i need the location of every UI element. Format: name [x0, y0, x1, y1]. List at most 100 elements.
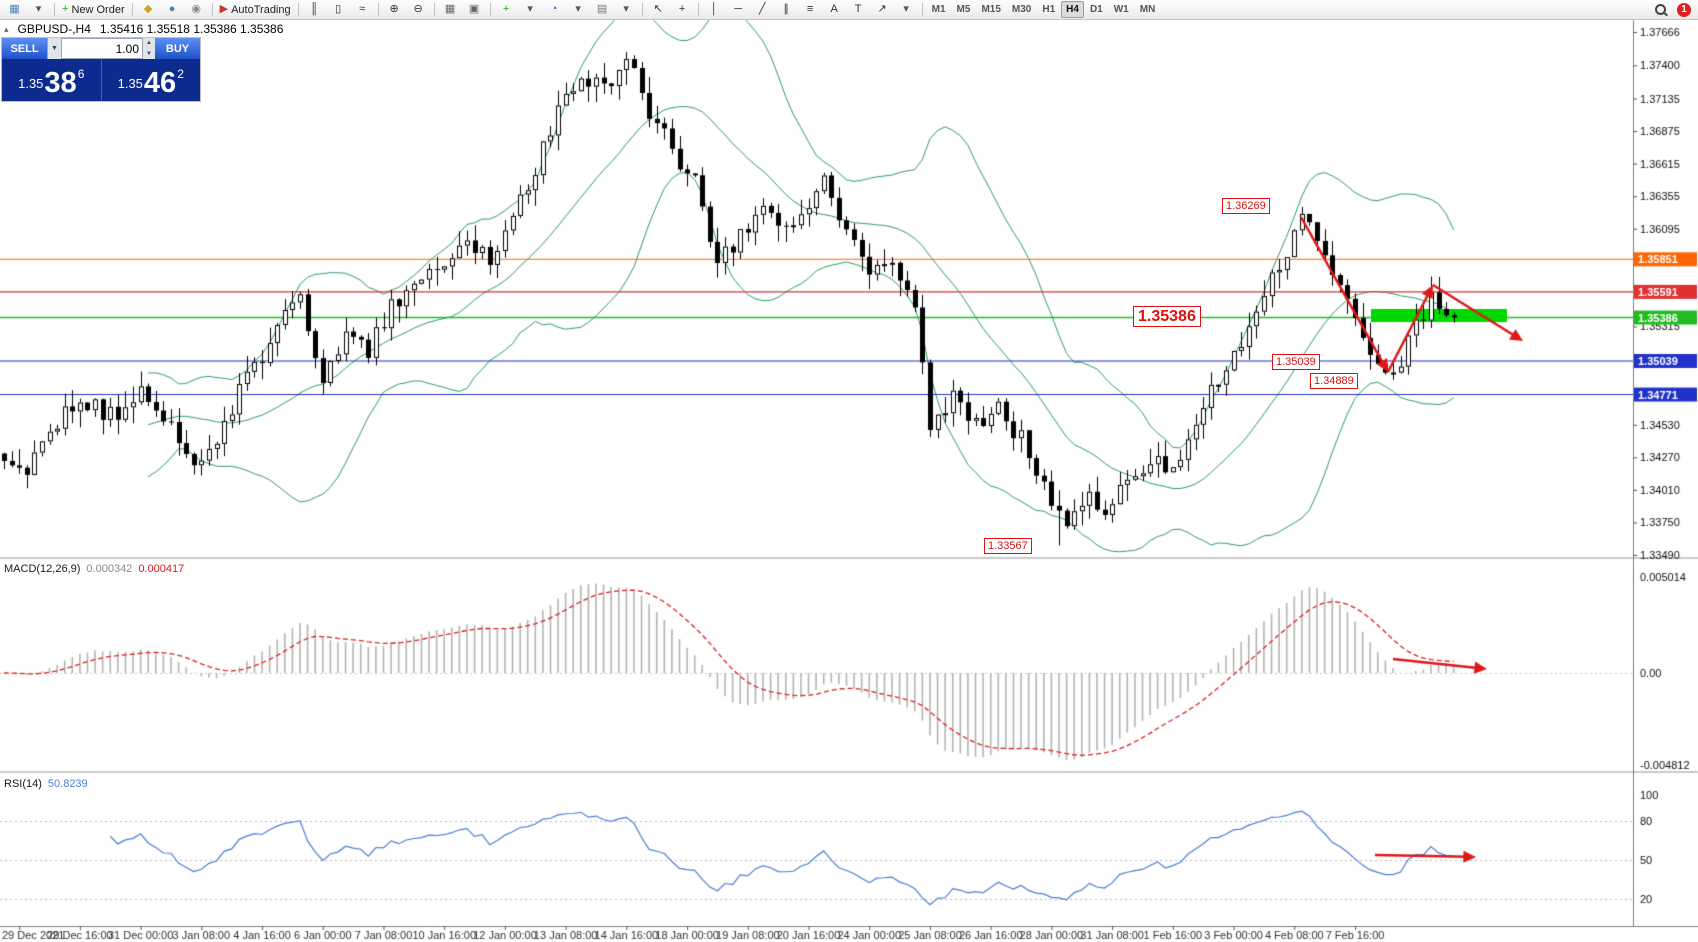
chart-window-icon: ▦ [9, 3, 20, 15]
window-dropdown-icon: ▾ [35, 3, 42, 15]
rsi-indicator-label: RSI(14) 50.8239 [4, 778, 88, 790]
toolbar-separator [297, 3, 299, 16]
deposit-icon: ◆ [143, 3, 153, 15]
price-callout[interactable]: 1.34889 [1310, 373, 1358, 389]
indicators-dropdown-icon[interactable]: ▾ [519, 1, 542, 19]
channel-icon[interactable]: ∥ [775, 1, 798, 19]
timeframe-W1[interactable]: W1 [1113, 4, 1129, 15]
timeframe-M15[interactable]: M15 [981, 4, 1001, 15]
vertical-line-icon[interactable]: │ [703, 1, 726, 19]
volume-stepper[interactable]: ▲ ▼ [142, 38, 155, 59]
help-icon[interactable]: ◉ [185, 1, 208, 19]
chart-title: ▴ GBPUSD-,H4 1.35416 1.35518 1.35386 1.3… [4, 22, 283, 36]
alerts-icon[interactable]: ● [161, 1, 184, 19]
fibonacci-icon: ≡ [806, 3, 814, 15]
new-order-button-label: New Order [71, 3, 125, 16]
line-chart-icon[interactable]: ≈ [351, 1, 374, 19]
toolbar-separator [211, 3, 213, 16]
crosshair-icon[interactable]: + [671, 1, 694, 19]
templates-dropdown-icon: ▾ [623, 3, 629, 15]
arrows-tool-icon: ↗ [877, 3, 887, 15]
volume-field[interactable]: 1.00 [62, 38, 142, 59]
periods-dropdown-icon: ▾ [575, 3, 581, 15]
bar-chart-icon[interactable]: ║ [303, 1, 326, 19]
toolbar-separator [489, 3, 491, 16]
timeframe-H1[interactable]: H1 [1042, 4, 1056, 15]
new-order-button[interactable]: + New Order [59, 1, 128, 19]
sell-button[interactable]: SELL [2, 38, 47, 59]
channel-icon: ∥ [783, 3, 789, 15]
stepper-up-icon[interactable]: ▲ [146, 40, 152, 47]
label-icon[interactable]: T [847, 1, 870, 19]
arrows-tool-icon[interactable]: ↗ [871, 1, 894, 19]
timeframe-H4[interactable]: H4 [1061, 1, 1084, 18]
auto-arrange-icon[interactable]: ▣ [463, 1, 486, 19]
indicators-button[interactable]: + [495, 1, 518, 19]
order-type-dropdown[interactable]: ▼ [47, 38, 62, 59]
cursor-icon[interactable]: ↖ [647, 1, 670, 19]
chevron-up-icon[interactable]: ▴ [4, 23, 9, 34]
price-callout[interactable]: 1.33567 [984, 538, 1032, 554]
fibonacci-icon[interactable]: ≡ [799, 1, 822, 19]
zoom-out-icon[interactable]: ⊖ [407, 1, 430, 19]
timeframe-D1[interactable]: D1 [1089, 4, 1103, 15]
zoom-in-icon[interactable]: ⊕ [383, 1, 406, 19]
help-icon: ◉ [191, 3, 201, 15]
one-click-trading-panel: SELL ▼ 1.00 ▲ ▼ BUY 1.35 38 6 1.35 46 2 [2, 38, 200, 101]
rsi-value: 50.8239 [47, 778, 88, 790]
timeframe-M5[interactable]: M5 [956, 4, 971, 15]
text-icon: A [830, 3, 838, 15]
stepper-down-icon[interactable]: ▼ [146, 50, 152, 57]
notification-badge[interactable]: 1 [1677, 2, 1691, 17]
horizontal-line-icon: ─ [734, 3, 743, 15]
rsi-name: RSI(14) [4, 778, 42, 790]
indicators-add-icon: + [502, 3, 510, 15]
templates-dropdown-icon[interactable]: ▾ [615, 1, 638, 19]
ohlc-values: 1.35416 1.35518 1.35386 1.35386 [99, 22, 284, 36]
trendline-icon: ╱ [758, 3, 766, 15]
symbol-period-label: GBPUSD-,H4 [17, 22, 91, 36]
templates-button[interactable]: ▤ [591, 1, 614, 19]
timeframe-M30[interactable]: M30 [1011, 4, 1032, 15]
timeframe-MN[interactable]: MN [1139, 4, 1156, 15]
periods-dropdown-icon[interactable]: ▾ [567, 1, 590, 19]
auto-arrange-icon: ▣ [468, 3, 480, 15]
macd-main-value: 0.000342 [86, 563, 133, 575]
price-callout[interactable]: 1.36269 [1222, 198, 1270, 214]
timeframe-M1[interactable]: M1 [931, 4, 946, 15]
candlestick-chart-icon[interactable]: ▯ [327, 1, 350, 19]
crosshair-icon: + [678, 3, 686, 15]
sell-price[interactable]: 1.35 38 6 [2, 59, 102, 101]
buy-button[interactable]: BUY [155, 38, 200, 59]
price-callout[interactable]: 1.35039 [1272, 354, 1320, 370]
bar-chart-icon: ║ [310, 3, 319, 15]
window-dropdown-icon[interactable]: ▾ [27, 1, 50, 19]
chart-window-icon[interactable]: ▦ [3, 1, 26, 19]
buy-price-big: 46 [143, 67, 177, 100]
price-callout[interactable]: 1.35386 [1133, 306, 1201, 327]
autotrading-button-label: AutoTrading [231, 3, 291, 16]
buy-price[interactable]: 1.35 46 2 [102, 59, 201, 101]
deposit-icon[interactable]: ◆ [137, 1, 160, 19]
search-icon [1655, 4, 1666, 15]
text-icon[interactable]: A [823, 1, 846, 19]
macd-signal-value: 0.000417 [138, 563, 185, 575]
toolbar-separator [54, 3, 55, 16]
label-icon: T [854, 3, 862, 15]
periods-button[interactable]: ◔ [543, 1, 566, 19]
autotrading-icon: ▶ [219, 3, 229, 15]
arrows-dropdown-icon[interactable]: ▾ [895, 1, 918, 19]
toolbar-separator [697, 3, 699, 16]
horizontal-line-icon[interactable]: ─ [727, 1, 750, 19]
search-button[interactable] [1649, 1, 1672, 19]
vertical-line-icon: │ [710, 3, 718, 15]
sell-price-sup: 6 [77, 67, 85, 81]
arrows-dropdown-icon: ▾ [903, 3, 909, 15]
autotrading-button[interactable]: ▶ AutoTrading [217, 1, 294, 19]
line-chart-icon: ≈ [359, 3, 366, 15]
trendline-icon[interactable]: ╱ [751, 1, 774, 19]
template-icon: ▤ [596, 3, 608, 15]
alerts-icon: ● [168, 3, 176, 15]
tile-windows-icon[interactable]: ▦ [439, 1, 462, 19]
